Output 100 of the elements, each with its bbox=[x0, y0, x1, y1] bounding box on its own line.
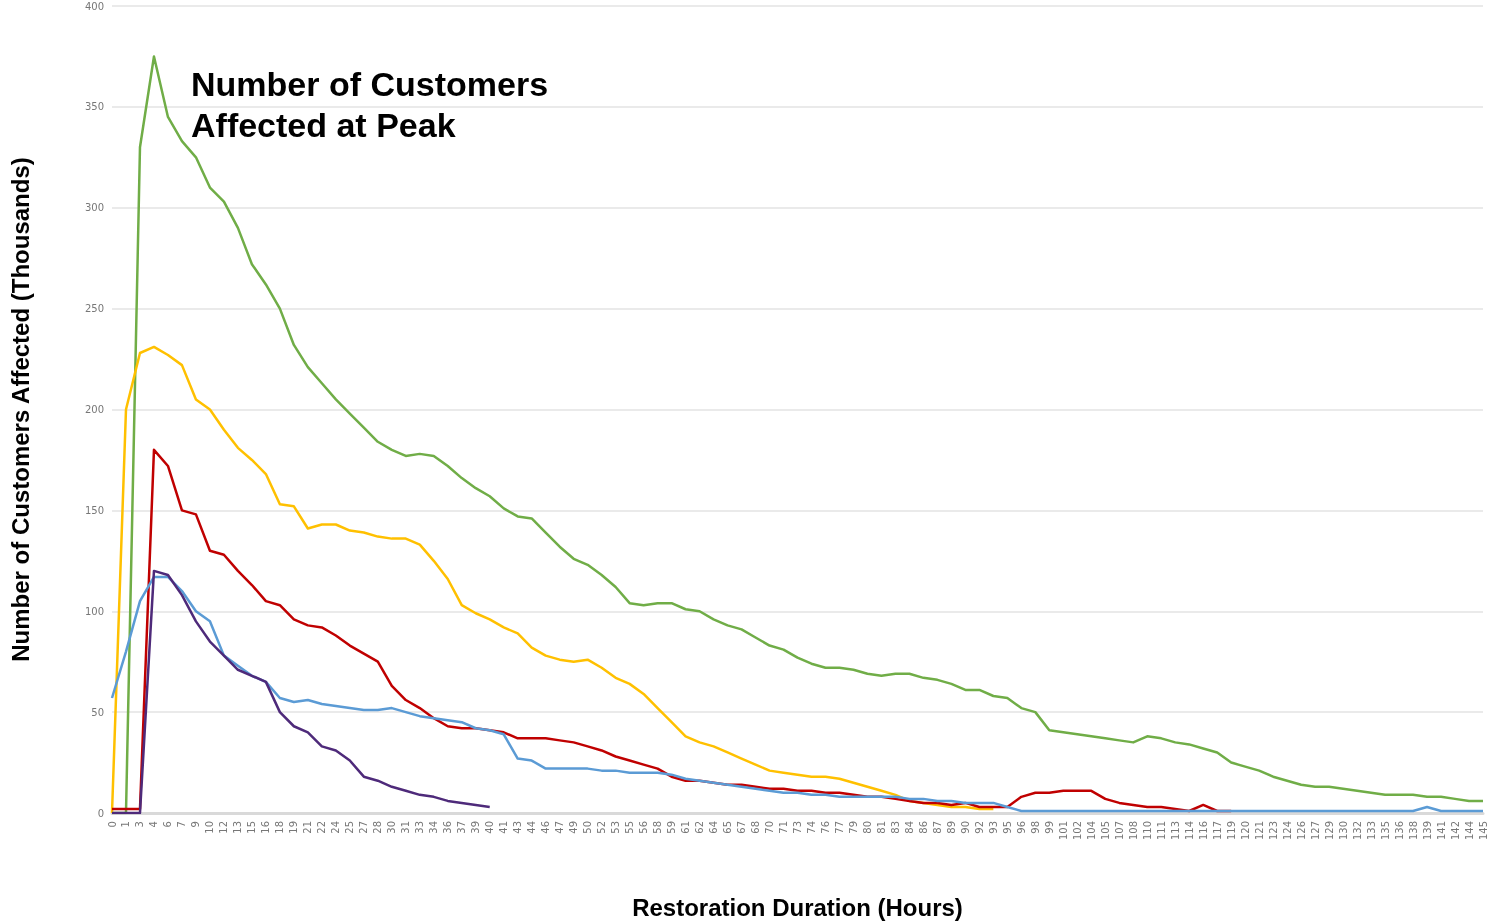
x-tick-label: 55 bbox=[624, 821, 636, 834]
y-tick-label: 100 bbox=[84, 605, 104, 617]
x-tick-label: 44 bbox=[526, 821, 538, 834]
x-tick-label: 141 bbox=[1435, 821, 1447, 841]
x-tick-label: 65 bbox=[722, 821, 734, 834]
x-tick-label: 15 bbox=[246, 821, 258, 834]
x-tick-label: 71 bbox=[778, 821, 790, 834]
x-tick-label: 68 bbox=[750, 821, 762, 834]
x-tick-label: 28 bbox=[372, 821, 384, 834]
x-tick-label: 81 bbox=[875, 821, 887, 834]
x-tick-label: 30 bbox=[386, 821, 398, 834]
x-tick-label: 76 bbox=[819, 821, 831, 834]
x-tick-label: 92 bbox=[973, 821, 985, 834]
x-tick-label: 135 bbox=[1379, 821, 1391, 841]
x-tick-label: 22 bbox=[316, 821, 328, 834]
x-tick-label: 53 bbox=[610, 821, 622, 834]
line-series bbox=[110, 569, 491, 815]
x-tick-label: 127 bbox=[1309, 821, 1321, 841]
x-tick-label: 107 bbox=[1113, 821, 1125, 841]
x-tick-label: 47 bbox=[554, 821, 566, 834]
x-tick-label: 136 bbox=[1393, 821, 1405, 841]
y-tick-label: 400 bbox=[84, 0, 104, 12]
x-tick-label: 64 bbox=[708, 821, 720, 834]
x-tick-label: 40 bbox=[484, 821, 496, 834]
line-series bbox=[110, 575, 1485, 813]
x-tick-label: 12 bbox=[218, 821, 230, 834]
line-series bbox=[110, 345, 995, 815]
x-tick-label: 102 bbox=[1071, 821, 1083, 841]
x-tick-label: 87 bbox=[931, 821, 943, 834]
x-tick-label: 6 bbox=[162, 821, 174, 828]
x-tick-label: 10 bbox=[204, 821, 216, 834]
x-tick-label: 50 bbox=[582, 821, 594, 834]
x-tick-label: 33 bbox=[414, 821, 426, 834]
x-tick-label: 59 bbox=[666, 821, 678, 834]
x-tick-label: 79 bbox=[847, 821, 859, 834]
x-tick-label: 105 bbox=[1099, 821, 1111, 841]
x-tick-label: 110 bbox=[1141, 821, 1153, 841]
x-tick-label: 27 bbox=[358, 821, 370, 834]
x-tick-label: 83 bbox=[889, 821, 901, 834]
x-tick-label: 52 bbox=[596, 821, 608, 834]
x-tick-label: 36 bbox=[442, 821, 454, 834]
x-tick-label: 139 bbox=[1421, 821, 1433, 841]
x-tick-label: 93 bbox=[987, 821, 999, 834]
x-tick-label: 13 bbox=[232, 821, 244, 834]
x-tick-label: 132 bbox=[1351, 821, 1363, 841]
x-tick-label: 95 bbox=[1001, 821, 1013, 834]
x-tick-label: 24 bbox=[330, 821, 342, 834]
x-tick-label: 144 bbox=[1463, 821, 1475, 841]
x-tick-label: 113 bbox=[1169, 821, 1181, 841]
y-tick-label: 250 bbox=[84, 303, 104, 315]
x-tick-label: 101 bbox=[1057, 821, 1069, 841]
x-tick-label: 138 bbox=[1407, 821, 1419, 841]
x-tick-label: 34 bbox=[428, 821, 440, 834]
x-tick-label: 145 bbox=[1477, 821, 1488, 841]
x-tick-label: 77 bbox=[833, 821, 845, 834]
x-tick-label: 142 bbox=[1449, 821, 1461, 841]
x-tick-label: 49 bbox=[568, 821, 580, 834]
x-tick-label: 126 bbox=[1295, 821, 1307, 841]
x-tick-label: 123 bbox=[1267, 821, 1279, 841]
x-axis-title: Restoration Duration (Hours) bbox=[632, 893, 963, 921]
y-tick-label: 0 bbox=[97, 807, 104, 819]
x-tick-label: 16 bbox=[260, 821, 272, 834]
x-tick-label: 1 bbox=[120, 821, 132, 828]
x-tick-label: 129 bbox=[1323, 821, 1335, 841]
x-tick-label: 74 bbox=[805, 821, 817, 834]
x-tick-label: 120 bbox=[1239, 821, 1251, 841]
x-tick-label: 7 bbox=[176, 821, 188, 828]
x-tick-label: 117 bbox=[1211, 821, 1223, 841]
x-tick-label: 39 bbox=[470, 821, 482, 834]
x-tick-label: 90 bbox=[959, 821, 971, 834]
x-tick-label: 41 bbox=[498, 821, 510, 834]
x-tick-label: 111 bbox=[1155, 821, 1167, 841]
text: Number of Customers Affected at Peak bbox=[191, 64, 558, 144]
y-tick-label: 350 bbox=[84, 101, 104, 113]
x-tick-label: 84 bbox=[903, 821, 915, 834]
x-tick-label: 43 bbox=[512, 821, 524, 834]
x-tick-label: 116 bbox=[1197, 821, 1209, 841]
x-tick-label: 0 bbox=[106, 821, 118, 828]
x-tick-label: 62 bbox=[694, 821, 706, 834]
x-tick-label: 19 bbox=[288, 821, 300, 834]
x-tick-label: 58 bbox=[652, 821, 664, 834]
x-tick-label: 9 bbox=[190, 821, 202, 828]
x-tick-label: 121 bbox=[1253, 821, 1265, 841]
y-tick-label: 50 bbox=[91, 706, 104, 718]
x-tick-label: 108 bbox=[1127, 821, 1139, 841]
x-tick-label: 99 bbox=[1043, 821, 1055, 834]
x-tick-label: 73 bbox=[792, 821, 803, 834]
x-tick-label: 119 bbox=[1225, 821, 1237, 841]
x-tick-label: 37 bbox=[456, 821, 468, 834]
x-tick-label: 4 bbox=[148, 821, 160, 828]
x-tick-label: 86 bbox=[917, 821, 929, 834]
x-tick-label: 46 bbox=[540, 821, 552, 834]
x-tick-label: 80 bbox=[861, 821, 873, 834]
x-tick-label: 56 bbox=[638, 821, 650, 834]
x-tick-label: 67 bbox=[736, 821, 748, 834]
x-tick-label: 89 bbox=[945, 821, 957, 834]
y-axis-title: Number of Customers Affected (Thousands) bbox=[6, 157, 34, 662]
x-tick-label: 18 bbox=[274, 821, 286, 834]
x-tick-label: 31 bbox=[400, 821, 412, 834]
x-tick-label: 124 bbox=[1281, 821, 1293, 841]
